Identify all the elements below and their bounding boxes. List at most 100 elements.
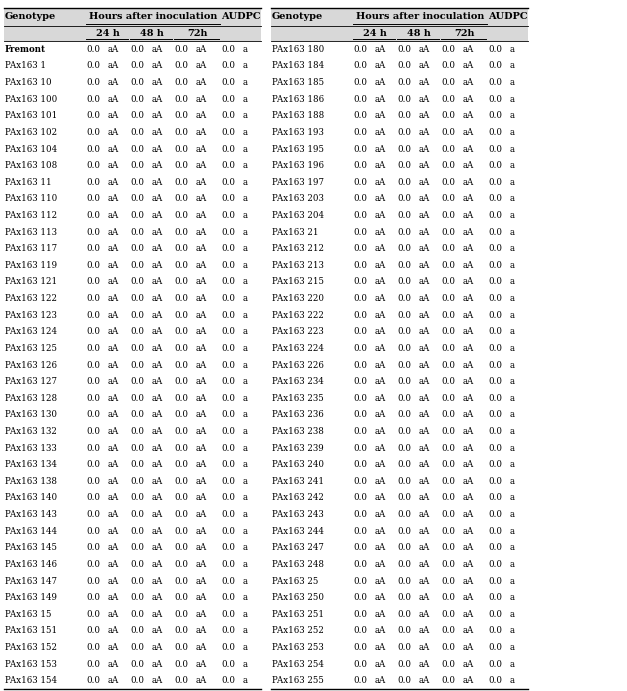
Text: aA: aA bbox=[463, 427, 474, 436]
Text: 0.0: 0.0 bbox=[397, 277, 411, 287]
Text: PAx163 244: PAx163 244 bbox=[272, 527, 324, 536]
Text: 0.0: 0.0 bbox=[86, 311, 100, 320]
Text: 48 h: 48 h bbox=[140, 29, 164, 38]
Text: aA: aA bbox=[152, 560, 163, 569]
Text: 0.0: 0.0 bbox=[397, 244, 411, 253]
Text: aA: aA bbox=[463, 560, 474, 569]
Text: aA: aA bbox=[419, 427, 430, 436]
Text: aA: aA bbox=[419, 609, 430, 618]
Text: 0.0: 0.0 bbox=[441, 593, 455, 602]
Text: 0.0: 0.0 bbox=[441, 361, 455, 370]
Text: a: a bbox=[243, 95, 248, 104]
Text: a: a bbox=[243, 344, 248, 353]
Text: PAx163 134: PAx163 134 bbox=[5, 460, 57, 469]
Text: 0.0: 0.0 bbox=[488, 493, 502, 502]
Text: a: a bbox=[243, 111, 248, 120]
Text: aA: aA bbox=[196, 277, 208, 287]
Text: 0.0: 0.0 bbox=[221, 527, 235, 536]
Text: aA: aA bbox=[463, 676, 474, 685]
Text: aA: aA bbox=[196, 527, 208, 536]
Text: 0.0: 0.0 bbox=[488, 178, 502, 187]
Text: aA: aA bbox=[152, 576, 163, 585]
Text: a: a bbox=[510, 394, 515, 403]
Text: 0.0: 0.0 bbox=[86, 78, 100, 87]
Text: a: a bbox=[510, 676, 515, 685]
Text: aA: aA bbox=[419, 593, 430, 602]
Text: aA: aA bbox=[196, 95, 208, 104]
Text: aA: aA bbox=[463, 111, 474, 120]
Text: 0.0: 0.0 bbox=[221, 61, 235, 70]
Text: 0.0: 0.0 bbox=[441, 277, 455, 287]
Text: 0.0: 0.0 bbox=[174, 427, 188, 436]
Text: 0.0: 0.0 bbox=[488, 543, 502, 552]
Text: 0.0: 0.0 bbox=[130, 261, 144, 269]
Text: 0.0: 0.0 bbox=[174, 45, 188, 54]
Text: aA: aA bbox=[463, 510, 474, 519]
Text: 0.0: 0.0 bbox=[397, 311, 411, 320]
Text: 0.0: 0.0 bbox=[221, 45, 235, 54]
Text: a: a bbox=[243, 576, 248, 585]
Text: PAx163 235: PAx163 235 bbox=[272, 394, 324, 403]
Text: Hours after inoculation: Hours after inoculation bbox=[356, 12, 485, 21]
Text: aA: aA bbox=[108, 178, 119, 187]
Text: PAx163 143: PAx163 143 bbox=[5, 510, 57, 519]
Text: aA: aA bbox=[419, 95, 430, 104]
Text: 0.0: 0.0 bbox=[221, 377, 235, 386]
Text: 0.0: 0.0 bbox=[488, 111, 502, 120]
Text: aA: aA bbox=[375, 344, 386, 353]
Text: 0.0: 0.0 bbox=[86, 543, 100, 552]
Text: aA: aA bbox=[419, 194, 430, 203]
Text: aA: aA bbox=[108, 444, 119, 453]
Text: aA: aA bbox=[196, 609, 208, 618]
Text: 0.0: 0.0 bbox=[130, 527, 144, 536]
Text: 0.0: 0.0 bbox=[86, 328, 100, 337]
Text: PAx163 147: PAx163 147 bbox=[5, 576, 57, 585]
Text: PAx163 126: PAx163 126 bbox=[5, 361, 57, 370]
Text: a: a bbox=[243, 211, 248, 220]
Text: aA: aA bbox=[419, 576, 430, 585]
Text: aA: aA bbox=[463, 261, 474, 269]
Text: 0.0: 0.0 bbox=[488, 144, 502, 153]
Text: PAx163 188: PAx163 188 bbox=[272, 111, 324, 120]
Text: Hours after inoculation: Hours after inoculation bbox=[89, 12, 218, 21]
Text: PAx163 254: PAx163 254 bbox=[272, 660, 324, 669]
Text: PAx163 240: PAx163 240 bbox=[272, 460, 324, 469]
Text: 0.0: 0.0 bbox=[353, 361, 367, 370]
Text: aA: aA bbox=[463, 444, 474, 453]
Text: a: a bbox=[510, 261, 515, 269]
Text: aA: aA bbox=[375, 45, 386, 54]
Text: a: a bbox=[243, 328, 248, 337]
Text: 0.0: 0.0 bbox=[130, 444, 144, 453]
Text: a: a bbox=[510, 609, 515, 618]
Text: a: a bbox=[243, 593, 248, 602]
Text: aA: aA bbox=[419, 227, 430, 236]
Text: aA: aA bbox=[196, 111, 208, 120]
Text: aA: aA bbox=[152, 493, 163, 502]
Text: 0.0: 0.0 bbox=[397, 261, 411, 269]
Text: aA: aA bbox=[152, 460, 163, 469]
Text: aA: aA bbox=[463, 211, 474, 220]
Text: a: a bbox=[243, 560, 248, 569]
Text: 24 h: 24 h bbox=[363, 29, 387, 38]
Text: a: a bbox=[510, 144, 515, 153]
Text: 0.0: 0.0 bbox=[221, 394, 235, 403]
Text: 0.0: 0.0 bbox=[86, 361, 100, 370]
Text: 0.0: 0.0 bbox=[174, 194, 188, 203]
Text: 0.0: 0.0 bbox=[353, 676, 367, 685]
Text: 0.0: 0.0 bbox=[130, 493, 144, 502]
Text: aA: aA bbox=[196, 328, 208, 337]
Text: aA: aA bbox=[108, 311, 119, 320]
Text: 0.0: 0.0 bbox=[353, 427, 367, 436]
Text: aA: aA bbox=[196, 161, 208, 170]
Text: a: a bbox=[510, 477, 515, 486]
Text: 0.0: 0.0 bbox=[397, 427, 411, 436]
Text: AUDPC: AUDPC bbox=[488, 12, 528, 21]
Text: 0.0: 0.0 bbox=[130, 560, 144, 569]
Text: 0.0: 0.0 bbox=[174, 626, 188, 635]
Text: 0.0: 0.0 bbox=[397, 161, 411, 170]
Text: 0.0: 0.0 bbox=[130, 394, 144, 403]
Text: aA: aA bbox=[463, 361, 474, 370]
Text: aA: aA bbox=[419, 261, 430, 269]
Text: AUDPC: AUDPC bbox=[221, 12, 261, 21]
Text: aA: aA bbox=[375, 178, 386, 187]
